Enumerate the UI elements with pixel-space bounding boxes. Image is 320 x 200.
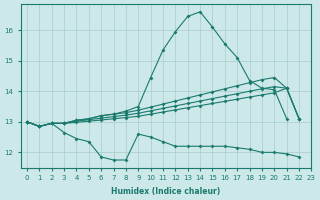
X-axis label: Humidex (Indice chaleur): Humidex (Indice chaleur) [111,187,221,196]
